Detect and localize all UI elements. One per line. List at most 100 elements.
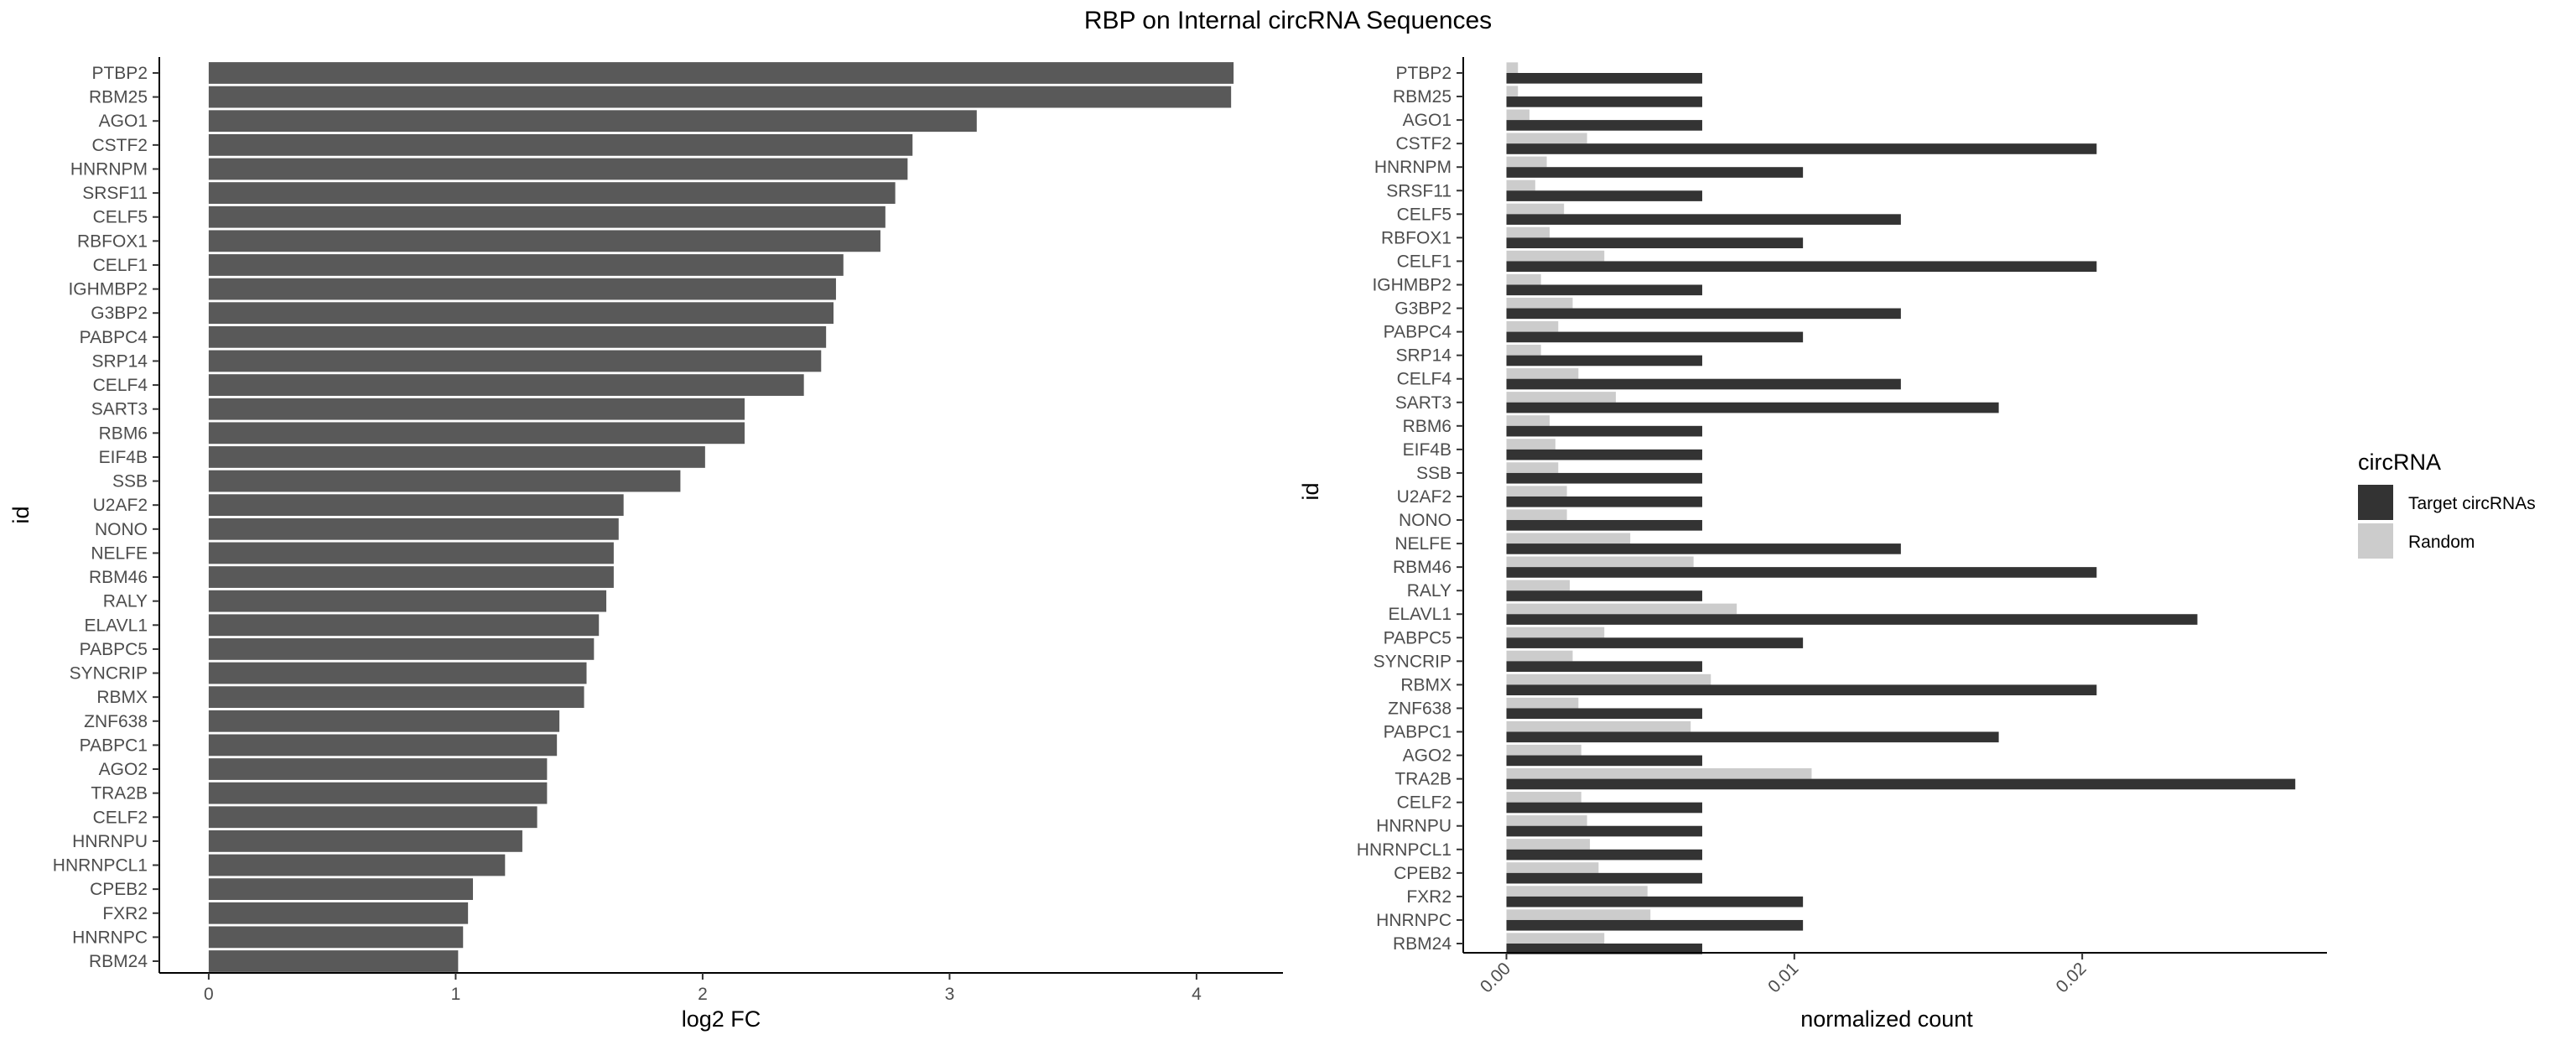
bar-log2fc-ssb (208, 470, 681, 492)
y-tick-label: NONO (1399, 511, 1452, 530)
normalized-count-bars (1506, 62, 2296, 954)
bar-random-ssb (1506, 462, 1559, 473)
x-tick-label: 0.00 (1477, 959, 1514, 996)
bar-target-fxr2 (1506, 896, 1804, 907)
bar-log2fc-celf2 (208, 806, 538, 829)
y-tick-label: SSB (112, 472, 148, 491)
y-tick-label: ELAVL1 (85, 616, 148, 635)
bar-random-sart3 (1506, 392, 1616, 403)
y-tick-label: HNRNPM (1374, 158, 1452, 177)
bar-target-rbmx (1506, 684, 2097, 696)
bar-log2fc-hnrnpcl1 (208, 854, 506, 876)
y-tick-label: EIF4B (99, 448, 148, 467)
bar-log2fc-znf638 (208, 710, 560, 732)
bar-target-hnrnpm (1506, 167, 1804, 178)
bar-random-hnrnpm (1506, 156, 1547, 168)
y-tick-label: RBMX (96, 688, 148, 707)
bar-log2fc-rbfox1 (208, 230, 880, 252)
log2fc-y-axis-title: id (8, 506, 34, 523)
bar-log2fc-eif4b (208, 446, 705, 468)
y-tick-label: AGO1 (1403, 111, 1452, 130)
bar-target-rbm24 (1506, 944, 1702, 954)
bar-random-hnrnpcl1 (1506, 839, 1591, 850)
y-tick-label: CPEB2 (90, 880, 148, 899)
x-tick-label: 0.02 (2053, 959, 2090, 996)
y-tick-label: CELF4 (93, 376, 148, 395)
y-tick-label: FXR2 (102, 904, 148, 923)
bar-target-srp14 (1506, 355, 1702, 367)
bar-log2fc-nono (208, 517, 619, 540)
y-tick-label: SART3 (1395, 393, 1452, 413)
legend-title: circRNA (2358, 450, 2441, 475)
y-tick-label: CELF1 (1397, 252, 1452, 271)
y-tick-label: FXR2 (1406, 887, 1452, 907)
bar-log2fc-fxr2 (208, 902, 469, 924)
bar-target-nelfe (1506, 543, 1901, 554)
bar-random-nelfe (1506, 533, 1631, 544)
bar-random-hnrnpu (1506, 815, 1587, 826)
bar-log2fc-hnrnpu (208, 830, 522, 852)
bar-log2fc-celf5 (208, 205, 886, 228)
y-tick-label: CELF2 (1397, 793, 1452, 813)
y-tick-label: CSTF2 (1395, 134, 1452, 153)
y-tick-label: RBM46 (89, 568, 148, 587)
log2fc-x-axis-title: log2 FC (682, 1006, 761, 1032)
y-tick-label: CELF2 (93, 808, 148, 827)
x-tick-label: 3 (945, 985, 955, 1004)
bar-random-hnrnpc (1506, 909, 1651, 920)
bar-random-cpeb2 (1506, 862, 1599, 873)
y-tick-label: RBM25 (89, 88, 148, 107)
y-tick-label: AGO2 (99, 760, 148, 779)
bar-random-u2af2 (1506, 486, 1567, 497)
y-tick-label: CELF5 (1397, 205, 1452, 224)
y-tick-label: HNRNPCL1 (1357, 840, 1452, 860)
log2fc-y-ticks: PTBP2 RBM25 AGO1 CSTF2 HNRNPM SRSF11 CELF5 RBFO… (53, 64, 159, 971)
bar-target-pabpc4 (1506, 331, 1804, 343)
y-tick-label: HNRNPU (72, 832, 148, 851)
y-tick-label: ZNF638 (84, 712, 148, 731)
bar-target-hnrnpu (1506, 825, 1702, 837)
bar-random-celf2 (1506, 792, 1581, 803)
y-tick-label: RBMX (1400, 675, 1452, 694)
y-tick-label: PABPC5 (80, 640, 148, 659)
bar-log2fc-srsf11 (208, 182, 896, 204)
y-tick-label: AGO1 (99, 112, 148, 131)
bar-random-ago1 (1506, 109, 1530, 121)
y-tick-label: PABPC4 (1384, 323, 1452, 342)
bar-random-rbm6 (1506, 415, 1550, 426)
bar-random-rbfox1 (1506, 226, 1550, 238)
bar-target-celf2 (1506, 802, 1702, 814)
bar-target-syncrip (1506, 661, 1702, 672)
y-tick-label: PABPC4 (80, 328, 148, 347)
y-tick-label: TRA2B (1394, 770, 1452, 789)
bar-target-ssb (1506, 472, 1702, 484)
x-tick-label: 0.01 (1764, 959, 1802, 996)
bar-target-rbm6 (1506, 425, 1702, 437)
bar-target-elavl1 (1506, 614, 2198, 625)
y-tick-label: RALY (103, 592, 148, 611)
bar-log2fc-u2af2 (208, 494, 624, 517)
legend-label-random: Random (2408, 533, 2475, 552)
y-tick-label: RBM6 (1403, 417, 1452, 436)
bar-log2fc-cpeb2 (208, 878, 474, 901)
bar-log2fc-cstf2 (208, 133, 913, 156)
bar-target-u2af2 (1506, 496, 1702, 507)
bar-random-rbmx (1506, 673, 1711, 685)
y-tick-label: SRP14 (91, 351, 148, 371)
y-tick-label: HNRNPC (72, 928, 148, 947)
bar-log2fc-celf1 (208, 254, 844, 276)
bar-log2fc-ighmbp2 (208, 278, 836, 300)
bar-random-tra2b (1506, 767, 1812, 779)
bar-log2fc-nelfe (208, 542, 614, 564)
bar-random-rbm25 (1506, 86, 1519, 97)
bar-target-ago1 (1506, 120, 1702, 131)
bar-random-ptbp2 (1506, 62, 1519, 73)
bar-target-ago2 (1506, 755, 1702, 767)
bar-random-pabpc5 (1506, 627, 1605, 638)
bar-log2fc-rbm24 (208, 950, 459, 972)
bar-target-raly (1506, 590, 1702, 601)
y-tick-label: SART3 (91, 400, 148, 419)
y-tick-label: SYNCRIP (1374, 652, 1452, 671)
bar-random-znf638 (1506, 697, 1579, 709)
